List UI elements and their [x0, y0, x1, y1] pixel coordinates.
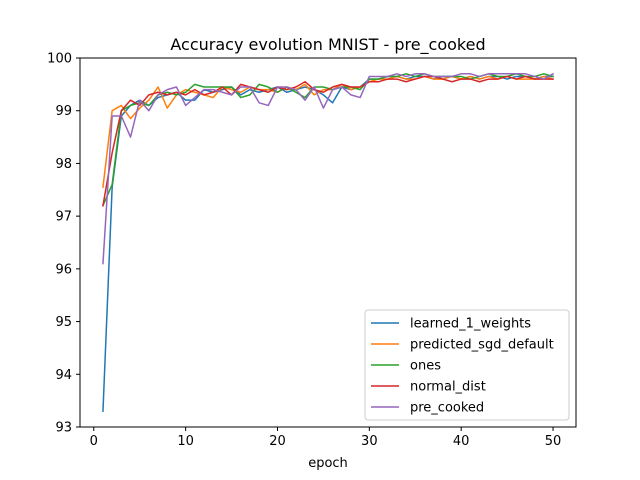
legend-label-2: ones — [410, 359, 441, 374]
chart-title: Accuracy evolution MNIST - pre_cooked — [170, 35, 485, 55]
series-line-3 — [102, 75, 554, 207]
legend-label-4: pre_cooked — [410, 401, 484, 416]
x-axis-ticks: 0 10 20 30 40 50 — [90, 427, 562, 449]
y-tick-label-5: 98 — [55, 157, 72, 172]
series-line-2 — [101, 73, 554, 207]
x-tick-label-5: 50 — [545, 434, 562, 449]
x-tick-label-2: 20 — [269, 434, 286, 449]
y-tick-label-7: 100 — [47, 52, 72, 67]
legend-entries: learned_1_weights predicted_sgd_defaulton… — [371, 317, 554, 416]
legend-box — [364, 309, 570, 421]
plot-lines — [101, 72, 555, 412]
x-tick-label-4: 40 — [453, 434, 470, 449]
x-tick-label-3: 30 — [361, 434, 378, 449]
legend-label-0: learned_1_weights — [410, 317, 531, 332]
plot-frame — [79, 57, 577, 428]
legend-label-1: predicted_sgd_default — [410, 338, 554, 353]
legend: learned_1_weights predicted_sgd_defaulton… — [364, 309, 570, 421]
y-tick-label-4: 97 — [55, 210, 72, 225]
legend-label-3: normal_dist — [410, 380, 486, 395]
series-line-4 — [102, 72, 555, 265]
x-tick-label-1: 10 — [177, 434, 194, 449]
y-tick-label-0: 93 — [55, 421, 72, 436]
x-axis-label: epoch — [308, 456, 348, 471]
y-tick-label-2: 95 — [55, 315, 72, 330]
y-tick-label-3: 96 — [55, 262, 72, 277]
x-tick-label-0: 0 — [90, 434, 98, 449]
y-tick-label-1: 94 — [55, 368, 72, 383]
y-axis-ticks: 93 94 95 96 97 98 99 100 — [47, 52, 80, 436]
y-tick-label-6: 99 — [55, 104, 72, 119]
